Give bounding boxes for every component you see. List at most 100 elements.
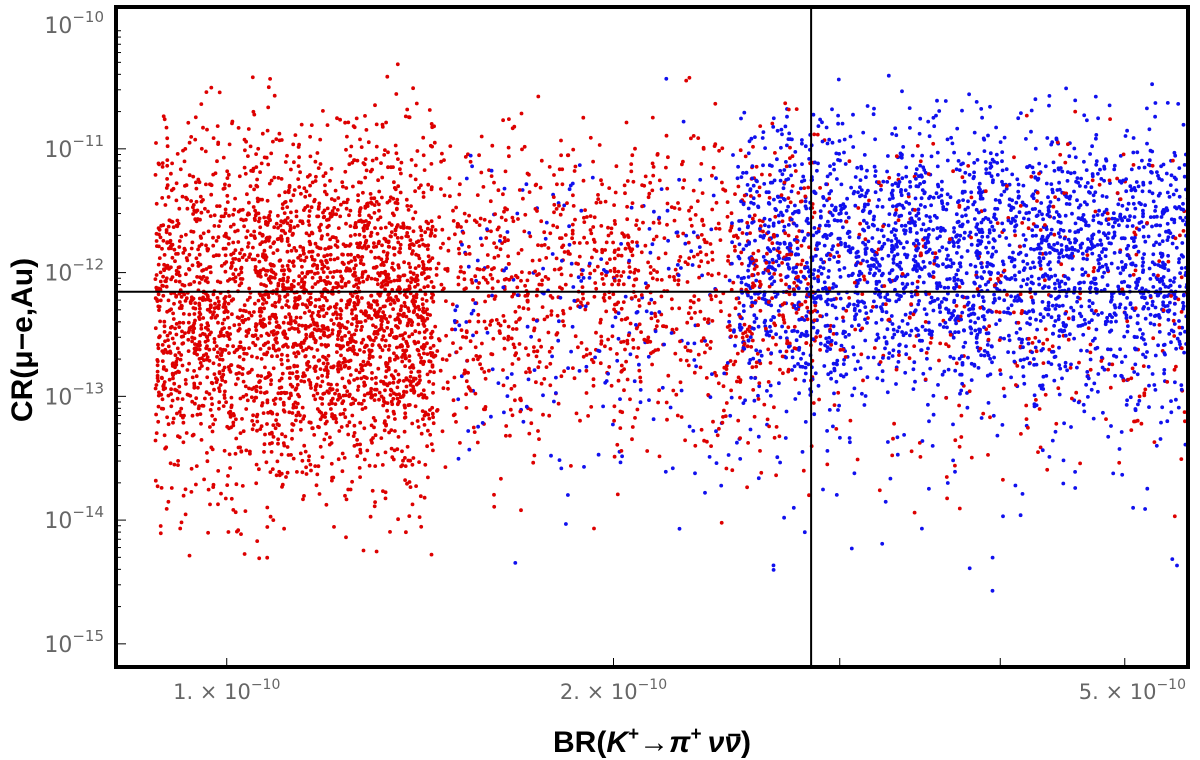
data-point <box>649 351 653 356</box>
data-point <box>163 339 167 344</box>
data-point <box>917 441 922 445</box>
data-point <box>248 295 252 300</box>
data-point <box>825 349 829 353</box>
data-point <box>231 297 236 302</box>
data-point <box>229 403 234 408</box>
data-point <box>258 242 263 247</box>
data-point <box>208 408 213 412</box>
data-point <box>893 221 898 225</box>
data-point <box>393 429 397 433</box>
data-point <box>352 273 356 278</box>
data-point <box>464 176 469 181</box>
data-point <box>1162 295 1166 299</box>
data-point <box>923 320 928 324</box>
data-point <box>359 258 363 263</box>
data-point <box>1066 337 1071 342</box>
data-point <box>240 314 245 319</box>
data-point <box>572 169 577 173</box>
data-point <box>181 334 186 339</box>
data-point <box>329 166 334 171</box>
data-point <box>199 210 204 215</box>
data-point <box>231 212 236 217</box>
data-point <box>1124 177 1128 182</box>
data-point <box>300 264 304 269</box>
data-point <box>319 222 323 227</box>
data-point <box>898 260 903 265</box>
data-point <box>842 150 846 155</box>
data-point <box>990 310 994 314</box>
data-point <box>204 243 208 248</box>
data-point <box>177 245 182 249</box>
data-point <box>348 340 353 345</box>
data-point <box>1021 278 1026 283</box>
data-point <box>328 252 333 257</box>
data-point <box>316 207 321 211</box>
data-point <box>455 224 460 229</box>
data-point <box>962 328 966 333</box>
data-point <box>318 336 323 340</box>
data-point <box>738 148 743 153</box>
data-point <box>369 386 374 391</box>
data-point <box>243 509 248 513</box>
data-point <box>411 271 416 276</box>
data-point <box>1047 347 1052 352</box>
data-point <box>1148 215 1153 220</box>
data-point <box>557 167 562 172</box>
data-point <box>1047 94 1052 98</box>
data-point <box>741 202 746 207</box>
data-point <box>618 409 623 414</box>
data-point <box>1118 154 1123 158</box>
data-point <box>254 481 259 486</box>
data-point <box>246 245 250 249</box>
data-point <box>257 380 261 384</box>
data-point <box>232 207 237 212</box>
data-point <box>223 496 228 501</box>
data-point <box>985 373 990 378</box>
data-point <box>935 236 940 241</box>
data-point <box>1065 179 1070 183</box>
data-point <box>792 163 797 168</box>
data-point <box>338 117 342 122</box>
data-point <box>464 286 468 291</box>
data-point <box>1106 367 1110 372</box>
data-point <box>279 234 284 239</box>
data-point <box>1016 116 1021 121</box>
data-point <box>664 133 669 138</box>
data-point <box>185 368 190 372</box>
data-point <box>354 316 359 321</box>
data-point <box>557 319 561 324</box>
data-point <box>1151 199 1156 204</box>
data-point <box>160 397 165 402</box>
data-point <box>679 266 683 270</box>
data-point <box>1123 354 1128 359</box>
data-point <box>413 189 417 194</box>
data-point <box>741 303 746 308</box>
data-point <box>319 342 324 347</box>
data-point <box>1153 305 1158 310</box>
data-point <box>344 243 349 248</box>
data-point <box>907 201 912 206</box>
data-point <box>511 327 515 331</box>
data-point <box>1093 190 1098 195</box>
data-point <box>929 333 934 337</box>
data-point <box>320 294 324 299</box>
data-point <box>1013 277 1018 282</box>
data-point <box>953 368 958 373</box>
data-point <box>245 229 250 234</box>
data-point <box>431 415 435 420</box>
data-point <box>540 305 545 309</box>
data-point <box>241 357 246 362</box>
data-point <box>1115 176 1119 181</box>
data-point <box>791 505 796 510</box>
data-point <box>554 207 559 211</box>
data-point <box>471 357 476 362</box>
data-point <box>690 263 695 267</box>
data-point <box>357 370 362 375</box>
data-point <box>1166 235 1171 240</box>
data-point <box>787 284 792 289</box>
data-point <box>236 376 240 381</box>
data-point <box>1002 189 1007 194</box>
data-point <box>254 322 258 326</box>
data-point <box>318 137 323 142</box>
data-point <box>282 272 286 277</box>
